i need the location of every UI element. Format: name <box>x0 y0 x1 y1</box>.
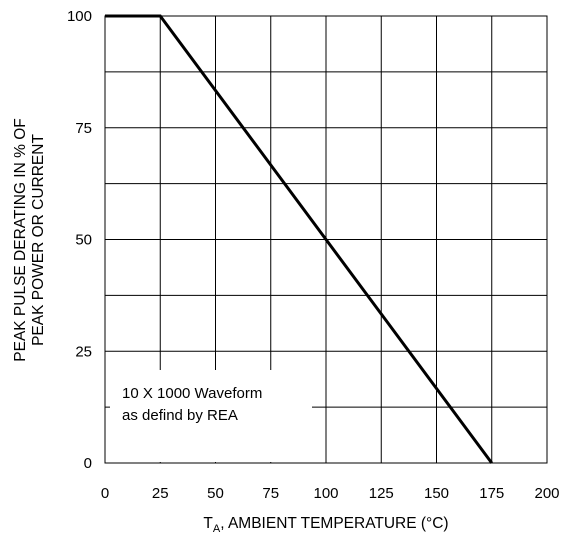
x-axis-title: TA, AMBIENT TEMPERATURE (°C) <box>203 515 448 535</box>
x-axis-title-rest: , AMBIENT TEMPERATURE (°C) <box>220 515 448 532</box>
x-tick-label: 150 <box>424 485 449 502</box>
y-tick-label: 25 <box>75 343 92 360</box>
x-axis-title-subscript: A <box>213 523 221 535</box>
y-tick-label: 0 <box>84 455 92 472</box>
annotation-box <box>110 370 312 462</box>
plot-frame <box>104 15 548 464</box>
y-tick-label: 75 <box>75 120 92 137</box>
y-tick-label: 50 <box>75 232 92 249</box>
y-axis-title-line-2: PEAK POWER OR CURRENT <box>30 134 47 346</box>
series-line-derating <box>105 14 493 464</box>
y-axis-title-line-1: PEAK PULSE DERATING IN % OF <box>12 118 29 361</box>
y-tick-labels: 0 25 50 75 100 <box>67 8 92 472</box>
y-axis-title: PEAK PULSE DERATING IN % OF PEAK POWER O… <box>12 118 47 361</box>
x-axis-title-main: T <box>203 515 213 532</box>
x-tick-label: 100 <box>313 485 338 502</box>
y-tick-label: 100 <box>67 8 92 25</box>
x-tick-label: 25 <box>152 485 169 502</box>
x-tick-label: 75 <box>262 485 279 502</box>
x-tick-label: 125 <box>369 485 394 502</box>
x-tick-label: 200 <box>534 485 559 502</box>
x-tick-label: 50 <box>207 485 224 502</box>
annotation-line-2: as defind by REA <box>122 407 238 424</box>
x-tick-labels: 0 25 50 75 100 125 150 175 200 <box>101 485 560 502</box>
x-tick-label: 0 <box>101 485 109 502</box>
annotation-line-1: 10 X 1000 Waveform <box>122 385 262 402</box>
x-tick-label: 175 <box>479 485 504 502</box>
